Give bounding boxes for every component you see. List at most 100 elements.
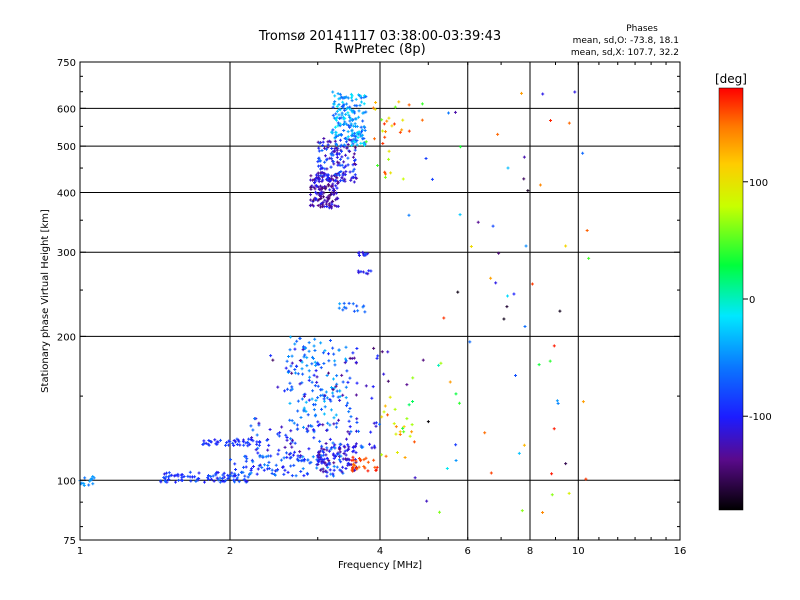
data-point	[335, 186, 339, 190]
data-point	[336, 180, 340, 184]
data-point	[380, 453, 384, 457]
data-point	[335, 382, 339, 386]
colorbar-ticks: 100 0 -100	[743, 178, 772, 423]
data-point	[293, 441, 297, 445]
data-point	[311, 357, 315, 361]
data-point	[311, 455, 315, 459]
data-point	[301, 372, 305, 376]
data-point	[349, 415, 353, 419]
data-point	[374, 424, 378, 428]
data-point	[581, 151, 585, 155]
data-point	[278, 431, 282, 435]
data-point	[220, 476, 224, 480]
data-point	[328, 437, 332, 441]
data-point	[359, 125, 363, 129]
data-point	[359, 96, 363, 100]
data-point	[387, 116, 391, 120]
data-point	[320, 190, 324, 194]
data-point	[168, 474, 172, 478]
data-point	[362, 96, 366, 100]
data-point	[331, 105, 335, 109]
data-point	[323, 154, 327, 158]
data-point	[522, 443, 526, 447]
data-point	[334, 146, 338, 150]
data-point	[356, 136, 360, 140]
data-point	[291, 438, 295, 442]
data-point	[357, 271, 361, 275]
data-point	[289, 364, 293, 368]
data-point	[337, 452, 341, 456]
data-point	[262, 468, 266, 472]
data-point	[267, 443, 271, 447]
data-point	[334, 178, 338, 182]
data-point	[541, 511, 545, 515]
data-point	[312, 436, 316, 440]
data-point	[87, 483, 91, 487]
data-point	[331, 394, 335, 398]
data-point	[548, 359, 552, 363]
data-point	[329, 204, 333, 208]
data-point	[352, 167, 356, 171]
data-point	[374, 421, 378, 425]
phases-x-stats: mean, sd,X: 107.7, 32.2	[571, 48, 679, 58]
data-point	[346, 401, 350, 405]
data-point	[213, 438, 217, 442]
colorbar-tick-label: 0	[749, 295, 755, 306]
data-point	[243, 474, 247, 478]
data-point	[290, 474, 294, 478]
data-point	[530, 282, 534, 286]
data-point	[331, 391, 335, 395]
data-point	[323, 167, 327, 171]
data-point	[321, 467, 325, 471]
data-point	[263, 463, 267, 467]
data-point	[336, 163, 340, 167]
data-point	[319, 159, 323, 163]
data-point	[320, 179, 324, 183]
data-point	[411, 399, 415, 403]
data-point	[394, 432, 398, 436]
data-point	[306, 413, 310, 417]
data-point	[186, 474, 190, 478]
data-point	[343, 361, 347, 365]
data-point	[328, 178, 332, 182]
data-point	[340, 155, 344, 159]
data-point	[322, 136, 326, 140]
data-point	[330, 174, 334, 178]
data-point	[338, 442, 342, 446]
data-point	[327, 197, 331, 201]
data-point	[342, 305, 346, 309]
data-point	[315, 466, 319, 470]
data-point	[289, 437, 293, 441]
data-point	[310, 362, 314, 366]
data-point	[350, 133, 354, 137]
data-point	[232, 478, 236, 482]
data-point	[330, 147, 334, 151]
data-point	[348, 406, 352, 410]
data-point	[335, 155, 339, 159]
data-point	[295, 423, 299, 427]
data-point	[294, 474, 298, 478]
data-point	[378, 422, 382, 426]
data-point	[357, 130, 361, 134]
data-point	[339, 133, 343, 137]
data-point	[336, 121, 340, 125]
data-point	[302, 345, 306, 349]
data-point	[361, 133, 365, 137]
data-point	[346, 430, 350, 434]
data-point	[267, 467, 271, 471]
data-point	[305, 356, 309, 360]
data-point	[331, 472, 335, 476]
data-point	[334, 131, 338, 135]
data-point	[299, 469, 303, 473]
data-point	[354, 393, 358, 397]
data-point	[244, 441, 248, 445]
data-point	[269, 354, 273, 358]
data-point	[338, 394, 342, 398]
data-point	[346, 448, 350, 452]
data-point	[222, 471, 226, 475]
data-point	[332, 116, 336, 120]
data-point	[343, 177, 347, 181]
data-point	[302, 409, 306, 413]
data-point	[584, 477, 588, 481]
data-point	[312, 428, 316, 432]
